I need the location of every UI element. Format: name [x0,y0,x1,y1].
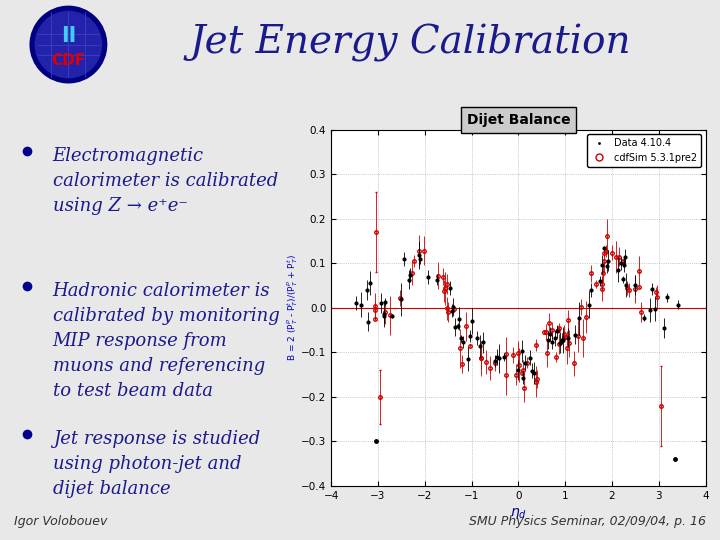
Text: Jet Energy Calibration: Jet Energy Calibration [189,24,631,62]
Ellipse shape [35,11,102,78]
Text: Electromagnetic
calorimeter is calibrated
using Z → e⁺e⁻: Electromagnetic calorimeter is calibrate… [53,146,278,214]
Text: II: II [60,25,76,46]
Text: Igor Volobouev: Igor Volobouev [14,515,108,528]
Ellipse shape [30,5,107,84]
X-axis label: $\eta_d$: $\eta_d$ [510,507,527,522]
Text: Jet response is studied
using photon-jet and
dijet balance: Jet response is studied using photon-jet… [53,430,260,498]
Title: Dijet Balance: Dijet Balance [467,113,570,127]
Y-axis label: B = 2 (P$_T^p$ - P$_T^t$)/(P$_T^p$ + P$_T^t$): B = 2 (P$_T^p$ - P$_T^t$)/(P$_T^p$ + P$_… [285,254,300,361]
Text: CDF: CDF [51,53,86,68]
Text: Hadronic calorimeter is
calibrated by monitoring
MIP response from
muons and ref: Hadronic calorimeter is calibrated by mo… [53,282,279,401]
Legend: Data 4.10.4, cdfSim 5.3.1pre2: Data 4.10.4, cdfSim 5.3.1pre2 [588,134,701,167]
Text: SMU Physics Seminar, 02/09/04, p. 16: SMU Physics Seminar, 02/09/04, p. 16 [469,515,706,528]
